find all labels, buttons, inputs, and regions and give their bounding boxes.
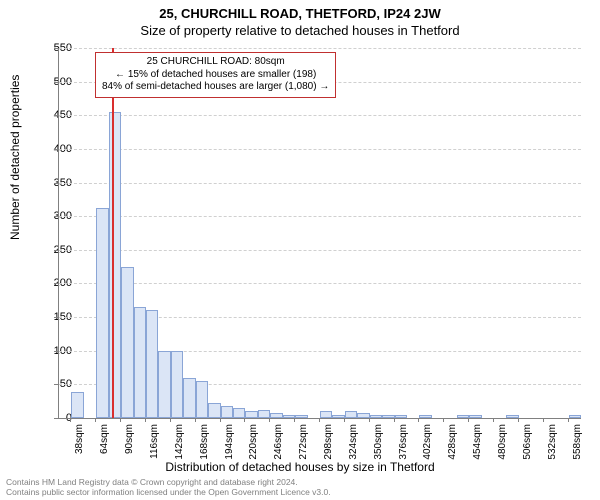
histogram-bar (183, 378, 195, 418)
histogram-bar (270, 413, 282, 418)
annotation-line: ← 15% of detached houses are smaller (19… (102, 69, 329, 82)
reference-line (112, 48, 114, 418)
footer-attribution: Contains HM Land Registry data © Crown c… (6, 478, 331, 498)
histogram-bar (332, 415, 344, 418)
histogram-bar (146, 310, 158, 418)
histogram-bar (121, 267, 133, 418)
histogram-bar (345, 411, 357, 418)
histogram-bar (134, 307, 146, 418)
histogram-bar (370, 415, 382, 418)
histogram-bar (96, 208, 108, 418)
histogram-bar (258, 410, 270, 418)
histogram-bar (109, 112, 121, 418)
histogram-bar (419, 415, 431, 418)
histogram-bar (171, 351, 183, 418)
x-axis-label: Distribution of detached houses by size … (0, 460, 600, 474)
histogram-bar (357, 413, 369, 418)
gridline (59, 115, 581, 116)
histogram-bar (469, 415, 481, 418)
histogram-bar (395, 415, 407, 418)
footer-line: Contains public sector information licen… (6, 488, 331, 498)
histogram-bar (245, 411, 257, 418)
histogram-bar (457, 415, 469, 418)
histogram-bar (196, 381, 208, 418)
histogram-bar (295, 415, 307, 418)
histogram-bar (382, 415, 394, 418)
annotation-line: 84% of semi-detached houses are larger (… (102, 81, 329, 94)
histogram-bar (221, 406, 233, 418)
y-axis-label: Number of detached properties (8, 75, 22, 240)
annotation-line: 25 CHURCHILL ROAD: 80sqm (102, 56, 329, 69)
chart-plot-area (58, 48, 581, 419)
histogram-bar (320, 411, 332, 418)
gridline (59, 149, 581, 150)
histogram-bar (71, 392, 83, 418)
histogram-bar (208, 403, 220, 418)
gridline (59, 283, 581, 284)
histogram-bar (158, 351, 170, 418)
histogram-bar (506, 415, 518, 418)
gridline (59, 216, 581, 217)
histogram-bar (569, 415, 581, 418)
page-title: 25, CHURCHILL ROAD, THETFORD, IP24 2JW (0, 0, 600, 21)
gridline (59, 250, 581, 251)
annotation-box: 25 CHURCHILL ROAD: 80sqm ← 15% of detach… (95, 52, 336, 98)
histogram-bar (233, 408, 245, 418)
page-subtitle: Size of property relative to detached ho… (0, 21, 600, 38)
histogram-bar (283, 415, 295, 418)
gridline (59, 48, 581, 49)
gridline (59, 183, 581, 184)
